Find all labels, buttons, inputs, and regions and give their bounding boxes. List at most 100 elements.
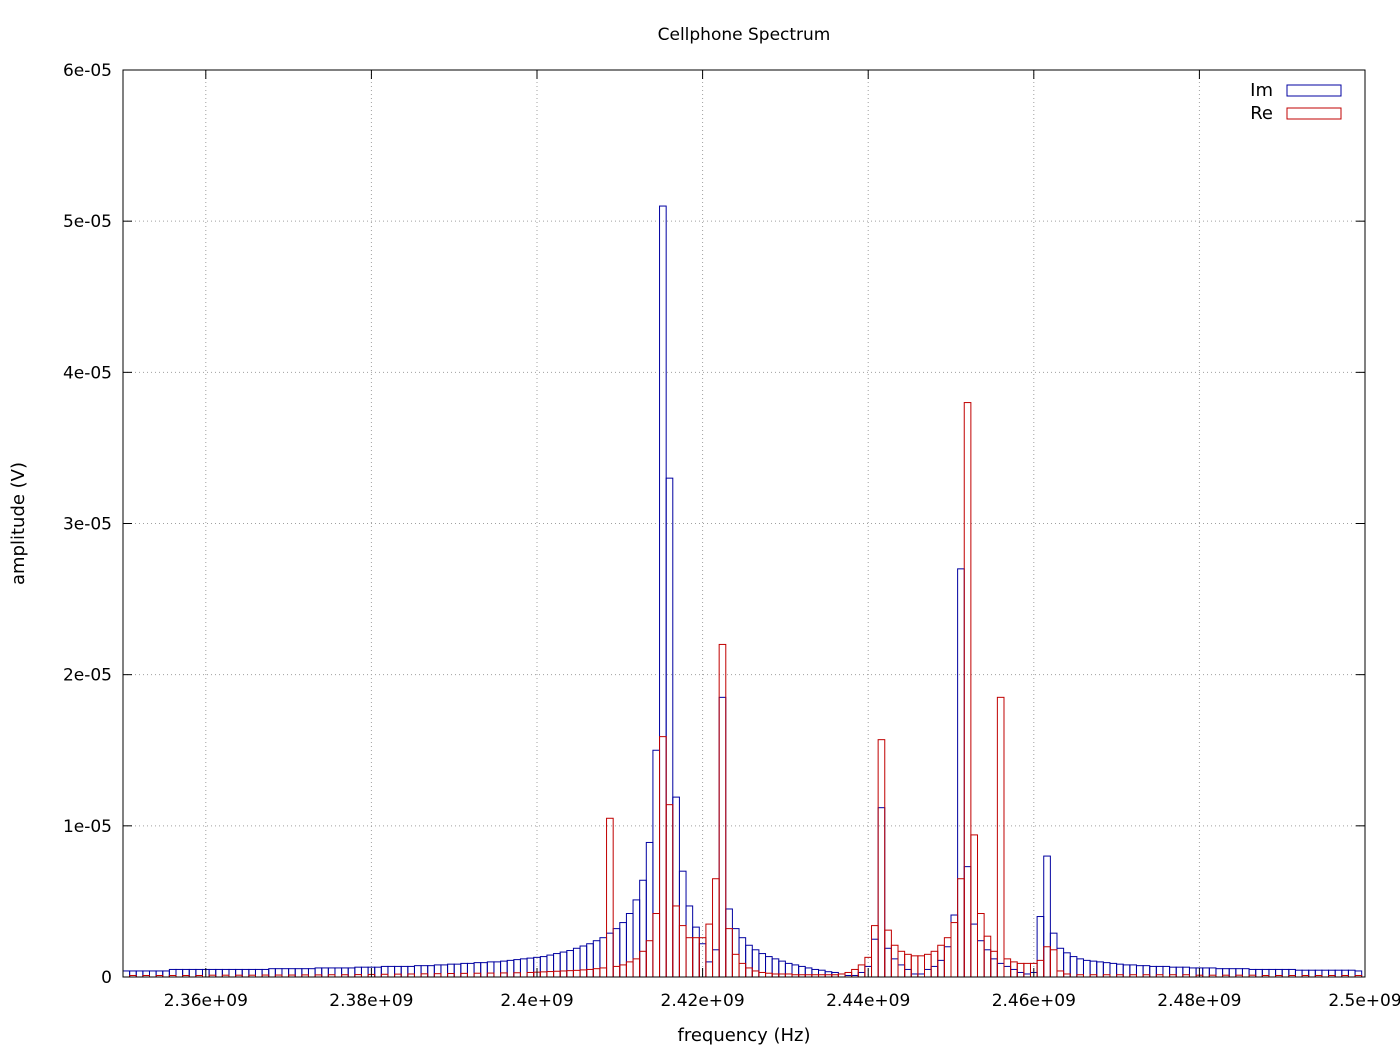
bar-im: [639, 879, 647, 978]
bar-im: [1268, 968, 1277, 978]
bar-im: [380, 965, 389, 978]
bar-re: [1043, 946, 1051, 978]
bar-im: [400, 965, 409, 978]
x-tick-label: 2.46e+09: [992, 991, 1076, 1011]
bar-im: [268, 968, 276, 978]
bar-re: [877, 739, 886, 978]
bar-im: [480, 962, 488, 978]
bar-im: [374, 966, 382, 978]
bar-im: [665, 477, 674, 978]
bar-im: [983, 949, 992, 978]
bar-im: [354, 966, 362, 978]
bar-re: [639, 950, 647, 978]
bar-im: [937, 959, 945, 978]
bar-re: [1016, 962, 1025, 978]
bar-im: [612, 928, 621, 978]
bar-re: [745, 967, 753, 978]
bar-im: [314, 967, 323, 978]
bar-re: [725, 928, 733, 978]
bar-im: [553, 953, 561, 978]
bar-im: [904, 968, 912, 978]
bar-re: [546, 971, 555, 978]
bar-im: [1049, 932, 1058, 978]
x-tick-label: 2.38e+09: [329, 991, 413, 1011]
bar-im: [678, 870, 687, 978]
bar-im: [261, 968, 270, 978]
bar-re: [904, 953, 912, 978]
bar-im: [672, 796, 680, 978]
bar-re: [950, 922, 959, 978]
bar-im: [1003, 965, 1012, 978]
bar-im: [122, 970, 131, 978]
bar-im: [778, 960, 786, 978]
bar-im: [506, 959, 515, 978]
bar-im: [327, 967, 336, 978]
bar-im: [1135, 965, 1144, 978]
bar-re: [930, 950, 939, 978]
bar-re: [963, 402, 972, 978]
bar-im: [1162, 965, 1171, 978]
bar-im: [1082, 959, 1091, 978]
bar-re: [606, 817, 614, 978]
bar-im: [1222, 968, 1230, 978]
bar-re: [672, 905, 680, 978]
bar-im: [341, 967, 349, 978]
bar-im: [208, 968, 217, 978]
y-axis-tick-labels: 0 1e-05 2e-05 3e-05 4e-05 5e-05 6e-05: [63, 61, 112, 988]
x-tick-label: 2.48e+09: [1157, 991, 1241, 1011]
bar-re: [738, 962, 747, 978]
y-tick-label: 2e-05: [63, 666, 112, 686]
bar-re: [692, 937, 700, 978]
bar-re: [652, 913, 661, 978]
bar-im: [281, 968, 290, 978]
bar-im: [1347, 969, 1356, 978]
bar-im: [804, 967, 813, 978]
bar-im: [1142, 965, 1151, 978]
bar-im: [559, 951, 568, 978]
bar-re: [943, 937, 952, 978]
bar-re: [665, 804, 674, 978]
x-tick-label: 2.4e+09: [500, 991, 573, 1011]
bar-im: [606, 932, 614, 978]
bar-re: [1049, 949, 1058, 978]
bar-im: [254, 968, 263, 978]
legend-label-re: Re: [1250, 103, 1273, 124]
bar-re: [983, 935, 992, 978]
bar-im: [1228, 968, 1237, 978]
bar-im: [566, 950, 574, 978]
bar-re: [592, 968, 601, 978]
bar-im: [1043, 855, 1051, 978]
x-tick-label: 2.36e+09: [164, 991, 248, 1011]
bar-im: [619, 922, 627, 978]
bar-im: [360, 966, 369, 978]
bar-im: [513, 959, 521, 978]
y-tick-label: 4e-05: [63, 363, 112, 383]
bar-im: [1235, 968, 1243, 978]
bar-im: [162, 970, 170, 978]
bar-im: [884, 947, 892, 978]
bar-im: [440, 964, 449, 978]
bar-im: [890, 958, 899, 978]
bar-im: [924, 968, 932, 978]
bar-im: [745, 944, 753, 978]
bar-im: [175, 968, 184, 978]
bar-re: [460, 972, 468, 978]
bar-re: [526, 971, 535, 978]
bar-im: [321, 967, 329, 978]
bar-im: [632, 899, 641, 978]
bar-im: [659, 205, 667, 978]
bar-im: [1248, 968, 1257, 978]
bar-im: [857, 971, 866, 978]
bar-im: [625, 913, 634, 978]
bar-im: [599, 937, 608, 978]
legend-swatch-im: [1286, 84, 1342, 97]
bar-im: [1155, 965, 1164, 978]
bar-im: [1096, 961, 1104, 978]
bar-im: [579, 945, 588, 978]
bar-re: [751, 970, 760, 978]
bar-im: [307, 968, 316, 978]
bar-im: [1182, 966, 1190, 978]
bar-im: [1281, 968, 1290, 978]
bar-im: [586, 943, 594, 978]
